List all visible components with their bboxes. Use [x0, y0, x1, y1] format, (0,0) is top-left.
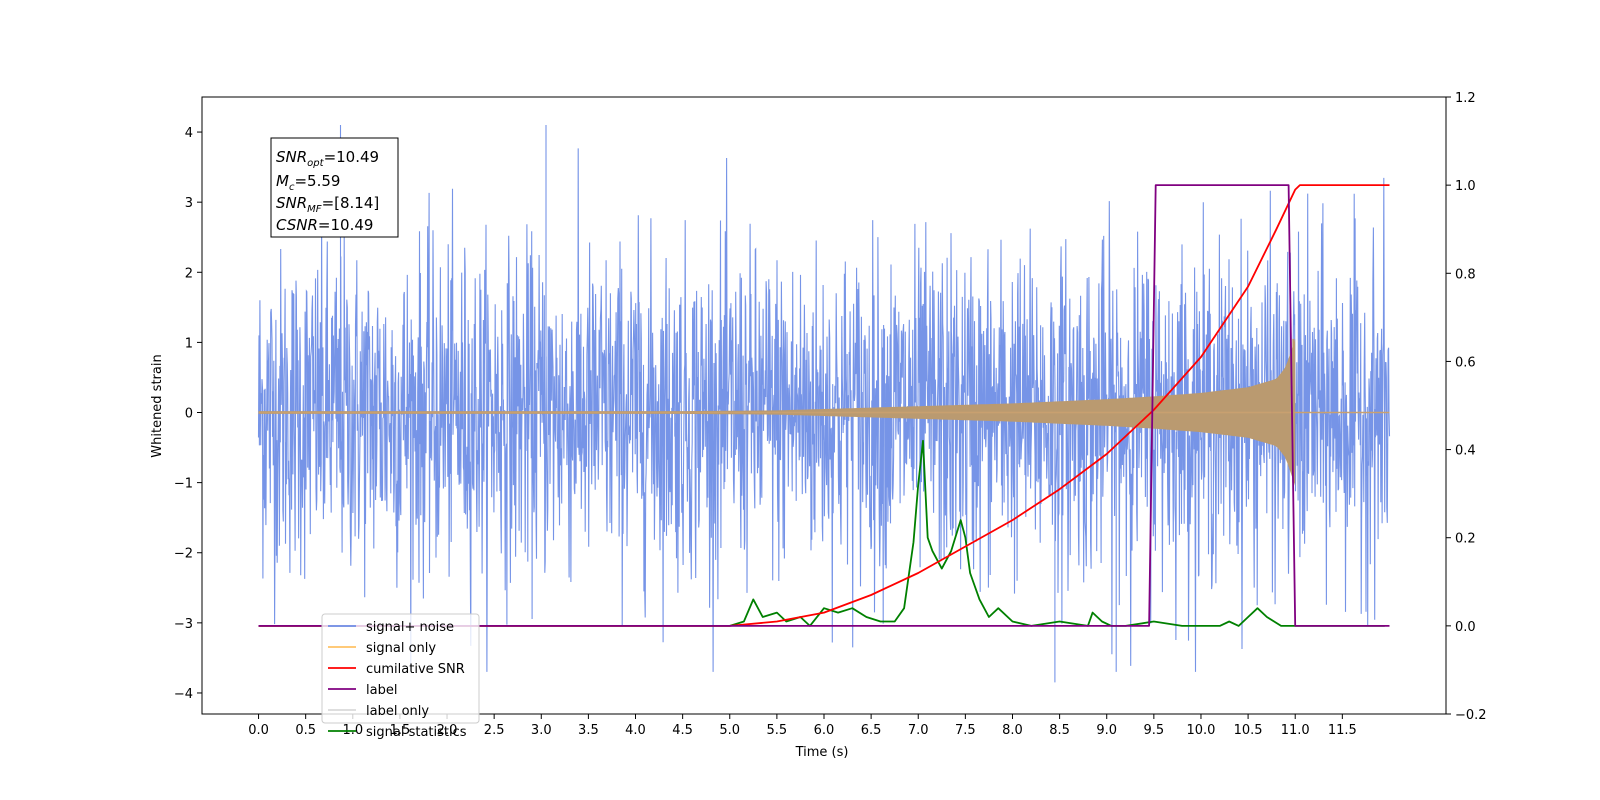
y-left-tick-label: −1 [174, 477, 193, 492]
plot-layer [257, 125, 1391, 683]
signal-statistics-line [258, 439, 1385, 627]
y-left-tick-label: 1 [185, 336, 193, 351]
x-axis: 0.0 0.5 1.0 1.5 2.0 2.5 3.0 3.5 4.0 4.5 5.0 5.5 6.0 6… [248, 714, 1357, 738]
legend-label: signal+ noise [366, 620, 454, 635]
y-right-tick-label: −0.2 [1455, 708, 1487, 723]
x-tick-label: 0.5 [295, 723, 316, 738]
x-tick-label: 2.5 [484, 723, 505, 738]
x-tick-label: 6.0 [814, 723, 835, 738]
x-tick-label: 5.0 [719, 723, 740, 738]
y-left-tick-label: 2 [185, 266, 193, 281]
y-left-tick-label: −4 [174, 687, 193, 702]
info-snr-opt: SNRopt=10.49 [276, 148, 379, 169]
legend-label: cumilative SNR [366, 662, 465, 677]
x-tick-label: 7.5 [955, 723, 976, 738]
y-left-tick-label: −3 [174, 617, 193, 632]
x-tick-label: 3.5 [578, 723, 599, 738]
y-right-tick-label: 1.2 [1455, 91, 1476, 106]
x-tick-label: 7.0 [908, 723, 929, 738]
x-tick-label: 11.5 [1328, 723, 1357, 738]
y-right-tick-label: 0.8 [1455, 267, 1476, 282]
x-tick-label: 9.5 [1144, 723, 1165, 738]
x-axis-label: Time (s) [795, 745, 849, 760]
x-tick-label: 11.0 [1281, 723, 1310, 738]
x-tick-label: 0.0 [248, 723, 269, 738]
x-tick-label: 8.5 [1049, 723, 1070, 738]
info-box: SNRopt=10.49 Mc=5.59 SNRMF=[8.14] CSNR=1… [270, 137, 399, 238]
info-snr-mf: SNRMF=[8.14] [276, 194, 379, 215]
x-tick-label: 4.0 [625, 723, 646, 738]
y-axis-left: 4 3 2 1 0 −1 −2 −3 −4 [174, 126, 202, 702]
y-left-tick-label: 0 [185, 407, 193, 422]
legend-frame [321, 613, 480, 724]
x-tick-label: 6.5 [861, 723, 882, 738]
x-tick-label: 3.0 [531, 723, 552, 738]
signal-plus-noise-line [257, 125, 1391, 683]
info-mc: Mc=5.59 [276, 172, 340, 193]
y-right-tick-label: 0.4 [1455, 444, 1476, 459]
x-tick-label: 1.5 [390, 723, 411, 738]
x-tick-label: 8.0 [1002, 723, 1023, 738]
legend-label: signal only [366, 641, 436, 656]
legend-label: label only [366, 704, 429, 719]
y-right-tick-label: 0.0 [1455, 620, 1476, 635]
x-tick-label: 2.0 [437, 723, 458, 738]
info-csnr: CSNR=10.49 [276, 216, 373, 234]
x-tick-label: 9.0 [1096, 723, 1117, 738]
y-left-tick-label: −2 [174, 547, 193, 562]
x-tick-label: 5.5 [767, 723, 788, 738]
x-tick-label: 10.5 [1234, 723, 1263, 738]
y-right-tick-label: 0.6 [1455, 355, 1476, 370]
y-axis-right: 1.2 1.0 0.8 0.6 0.4 0.2 0.0 −0.2 [1446, 91, 1487, 723]
y-right-tick-label: 1.0 [1455, 179, 1476, 194]
info-box-frame [270, 137, 399, 238]
y-left-tick-label: 4 [185, 126, 193, 141]
y-left-tick-label: 3 [185, 196, 193, 211]
series-signal-plus-noise [257, 125, 1391, 683]
x-tick-label: 4.5 [672, 723, 693, 738]
y-axis-left-label: Whitened strain [150, 354, 165, 457]
x-tick-label: 10.0 [1186, 723, 1215, 738]
cumilative-snr-line [258, 184, 1390, 627]
y-right-tick-label: 0.2 [1455, 532, 1476, 547]
series-lines [258, 184, 1390, 627]
legend: signal+ noise signal only cumilative SNR la… [321, 613, 480, 740]
legend-label: label [366, 683, 397, 698]
legend-label: signal statistics [366, 725, 467, 740]
label-line [258, 184, 1390, 627]
